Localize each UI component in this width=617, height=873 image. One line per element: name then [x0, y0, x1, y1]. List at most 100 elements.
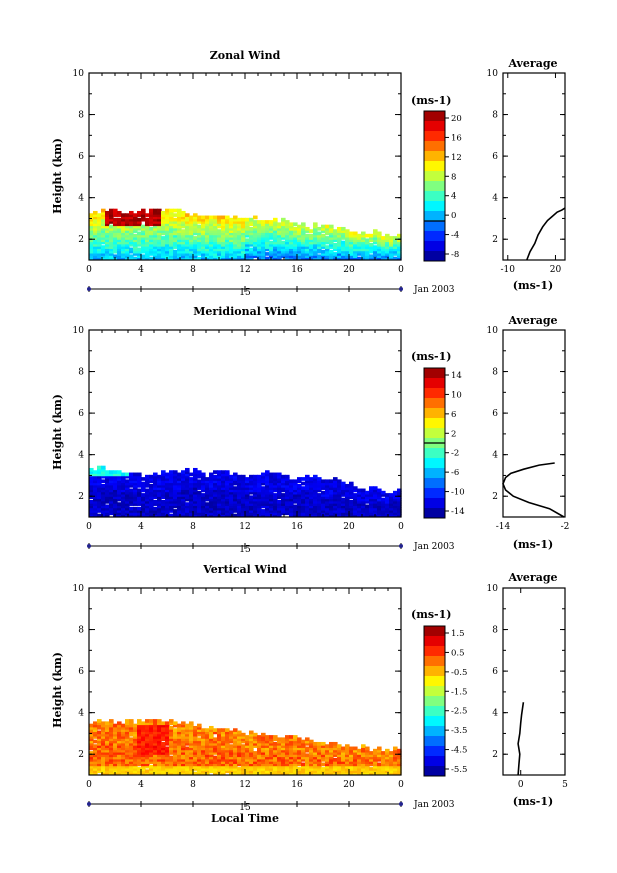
zonal-heatmap-cell — [325, 247, 330, 252]
meridional-heatmap-cell — [117, 495, 122, 500]
zonal-heatmap-cell — [269, 249, 274, 254]
zonal-heatmap-cell — [213, 215, 218, 220]
meridional-heatmap-cell — [341, 513, 346, 518]
meridional-average-y-tick-label: 8 — [492, 368, 498, 378]
vertical-heatmap-cell — [189, 735, 194, 739]
meridional-heatmap-cell — [157, 499, 162, 504]
zonal-heatmap-cell — [93, 210, 98, 215]
zonal-heatmap-cell — [305, 229, 310, 233]
meridional-heatmap-cell — [209, 499, 214, 504]
vertical-heatmap-cell — [277, 746, 282, 751]
meridional-heatmap-cell — [233, 502, 238, 506]
zonal-heatmap-cell — [181, 220, 186, 224]
meridional-heatmap-cell — [89, 495, 94, 500]
meridional-heatmap-cell — [201, 477, 206, 481]
zonal-heatmap-cell — [201, 226, 206, 231]
vertical-heatmap-cell — [361, 755, 366, 760]
meridional-heatmap-cell — [237, 486, 242, 490]
vertical-heatmap-cell — [201, 748, 206, 753]
meridional-heatmap-cell — [185, 495, 190, 500]
meridional-heatmap-cell — [393, 509, 398, 513]
meridional-heatmap-cell — [257, 509, 262, 513]
meridional-heatmap-cell — [121, 486, 126, 490]
vertical-heatmap-cell — [205, 767, 210, 771]
vertical-heatmap-cell — [385, 755, 390, 760]
vertical-heatmap-cell — [389, 764, 394, 769]
meridional-heatmap-cell — [309, 504, 314, 509]
zonal-heatmap-cell — [229, 238, 234, 243]
zonal-heatmap-cell — [165, 245, 170, 249]
meridional-heatmap-cell — [105, 474, 110, 479]
vertical-heatmap-cell — [149, 751, 154, 755]
vertical-heatmap-cell — [105, 735, 110, 739]
vertical-heatmap-cell — [361, 753, 366, 758]
zonal-heatmap-cell — [373, 236, 378, 240]
meridional-heatmap-cell — [137, 497, 142, 502]
vertical-heatmap-cell — [293, 753, 298, 758]
zonal-heatmap-cell — [341, 249, 346, 254]
vertical-heatmap-cell — [153, 771, 158, 776]
zonal-heatmap-cell — [385, 236, 390, 240]
zonal-x-tick-label: 0 — [86, 265, 92, 275]
meridional-heatmap-cell — [365, 506, 370, 511]
vertical-heatmap-cell — [169, 725, 174, 730]
meridional-heatmap-cell — [93, 490, 98, 495]
vertical-heatmap-cell — [169, 771, 174, 776]
meridional-heatmap-cell — [345, 497, 350, 502]
zonal-heatmap-cell — [249, 249, 254, 254]
meridional-heatmap-cell — [93, 509, 98, 513]
zonal-heatmap-cell — [153, 254, 158, 259]
vertical-heatmap-cell — [213, 751, 218, 755]
vertical-heatmap-cell — [185, 746, 190, 751]
meridional-heatmap-cell — [197, 490, 202, 495]
vertical-heatmap-cell — [273, 751, 278, 755]
vertical-heatmap-cell — [357, 760, 362, 764]
zonal-heatmap-cell — [137, 233, 142, 238]
vertical-heatmap-cell — [377, 746, 382, 751]
zonal-heatmap-cell — [257, 236, 262, 240]
vertical-heatmap-cell — [341, 748, 346, 753]
vertical-heatmap-cell — [153, 769, 158, 774]
meridional-heatmap-cell — [217, 502, 222, 506]
vertical-heatmap-cell — [89, 751, 94, 755]
meridional-heatmap-cell — [197, 513, 202, 518]
vertical-heatmap-cell — [161, 725, 166, 730]
meridional-heatmap-cell — [321, 481, 326, 486]
zonal-heatmap-cell — [129, 236, 134, 240]
vertical-heatmap-cell — [209, 757, 214, 762]
zonal-colorbar-step — [424, 141, 445, 152]
zonal-heatmap-cell — [149, 215, 154, 220]
vertical-heatmap-cell — [93, 748, 98, 753]
vertical-heatmap-cell — [101, 760, 106, 764]
vertical-colorbar-step — [424, 766, 445, 777]
zonal-heatmap-cell — [321, 242, 326, 247]
vertical-title: Vertical Wind — [202, 563, 287, 576]
zonal-heatmap-cell — [173, 224, 178, 229]
zonal-heatmap-cell — [137, 238, 142, 243]
zonal-heatmap-cell — [369, 247, 374, 252]
zonal-heatmap-cell — [221, 226, 226, 231]
vertical-heatmap-cell — [245, 735, 250, 739]
zonal-heatmap-cell — [221, 240, 226, 245]
meridional-heatmap-cell — [313, 513, 318, 518]
vertical-heatmap-cell — [185, 769, 190, 774]
meridional-heatmap-cell — [241, 506, 246, 511]
zonal-heatmap-cell — [381, 252, 386, 256]
zonal-heatmap-cell — [273, 222, 278, 227]
vertical-heatmap-cell — [285, 739, 290, 744]
zonal-heatmap-cell — [277, 222, 282, 227]
zonal-heatmap-cell — [281, 226, 286, 231]
meridional-heatmap-cell — [225, 497, 230, 502]
meridional-heatmap-cell — [105, 511, 110, 516]
meridional-heatmap-cell — [361, 506, 366, 511]
zonal-heatmap-cell — [161, 224, 166, 229]
meridional-heatmap-cell — [317, 511, 322, 516]
zonal-heatmap-cell — [205, 231, 210, 236]
vertical-heatmap-cell — [329, 753, 334, 758]
vertical-heatmap-cell — [141, 762, 146, 767]
meridional-heatmap-cell — [305, 479, 310, 484]
vertical-heatmap-cell — [185, 755, 190, 760]
meridional-heatmap-cell — [309, 509, 314, 513]
vertical-heatmap-cell — [189, 732, 194, 737]
meridional-heatmap-cell — [341, 486, 346, 490]
